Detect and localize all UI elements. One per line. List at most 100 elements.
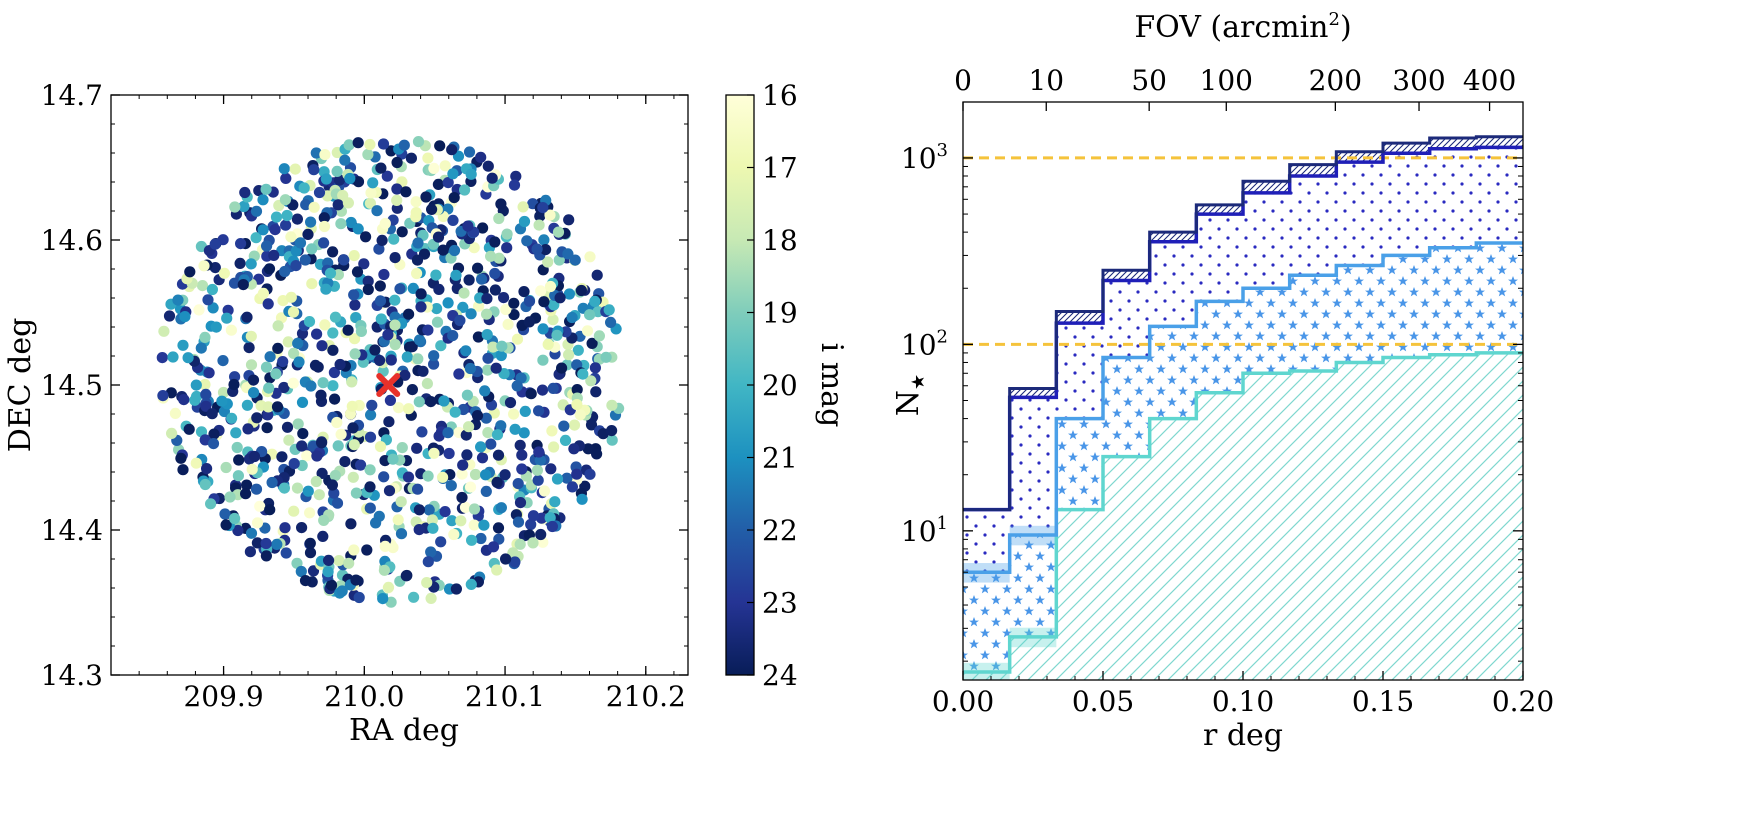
scatter-point bbox=[591, 448, 603, 460]
scatter-point bbox=[518, 286, 530, 298]
scatter-point bbox=[592, 306, 604, 318]
scatter-point bbox=[206, 408, 218, 420]
scatter-point bbox=[571, 468, 583, 480]
scatter-point bbox=[262, 298, 274, 310]
top-fov-axis: 0 10 50 100 200 300 400 bbox=[954, 64, 1516, 111]
scatter-point bbox=[606, 425, 618, 437]
scatter-point bbox=[403, 308, 415, 320]
scatter-point bbox=[428, 350, 440, 362]
scatter-panel: 209.9 210.0 210.1 210.2 14.314.414.514.614.… bbox=[3, 79, 689, 748]
scatter-point bbox=[196, 280, 209, 292]
scatter-point bbox=[177, 464, 189, 476]
scatter-point bbox=[317, 530, 329, 543]
top-fov-tick-label: 100 bbox=[1200, 64, 1253, 97]
scatter-point bbox=[514, 538, 526, 550]
scatter-point bbox=[432, 231, 445, 243]
scatter-point bbox=[360, 231, 372, 243]
scatter-point bbox=[348, 439, 360, 451]
scatter-point bbox=[395, 496, 407, 508]
scatter-point bbox=[446, 144, 458, 156]
scatter-point bbox=[469, 468, 482, 481]
scatter-point bbox=[199, 378, 211, 391]
scatter-point bbox=[300, 199, 312, 211]
scatter-point bbox=[376, 234, 388, 246]
scatter-point bbox=[472, 331, 484, 343]
scatter-point bbox=[412, 237, 424, 249]
scatter-point bbox=[343, 557, 355, 569]
scatter-point bbox=[428, 447, 440, 459]
scatter-point bbox=[548, 441, 560, 453]
scatter-point bbox=[468, 519, 480, 531]
scatter-point bbox=[597, 428, 609, 440]
right-y-label: N★ bbox=[891, 374, 929, 416]
scatter-point bbox=[412, 136, 425, 148]
scatter-point bbox=[426, 203, 438, 215]
scatter-point bbox=[465, 308, 477, 320]
scatter-point bbox=[279, 265, 291, 278]
scatter-point bbox=[406, 341, 418, 353]
scatter-point bbox=[311, 328, 323, 340]
scatter-point bbox=[270, 211, 283, 223]
scatter-point bbox=[377, 138, 390, 150]
scatter-point bbox=[382, 581, 395, 594]
scatter-point bbox=[500, 553, 512, 565]
scatter-point bbox=[476, 452, 489, 464]
right-y-tick-label: 101 bbox=[901, 513, 948, 548]
scatter-point bbox=[568, 419, 581, 431]
scatter-point bbox=[288, 505, 300, 517]
scatter-point bbox=[425, 592, 437, 605]
scatter-point bbox=[278, 381, 290, 394]
scatter-point bbox=[374, 295, 387, 307]
colorbar: 16 17 18 19 20 21 22 23 24 i mag bbox=[725, 79, 849, 692]
scatter-point bbox=[511, 333, 524, 345]
scatter-point bbox=[278, 163, 290, 175]
scatter-point bbox=[279, 194, 291, 206]
scatter-point bbox=[537, 202, 549, 214]
left-y-label: DEC deg bbox=[3, 318, 38, 453]
scatter-point bbox=[453, 368, 465, 380]
scatter-point bbox=[245, 359, 258, 371]
scatter-point bbox=[241, 479, 253, 491]
scatter-point bbox=[480, 412, 492, 424]
scatter-point bbox=[525, 388, 537, 400]
scatter-point bbox=[365, 187, 377, 199]
scatter-point bbox=[422, 152, 434, 164]
scatter-point bbox=[533, 219, 545, 231]
scatter-point bbox=[374, 441, 387, 453]
scatter-point bbox=[295, 565, 307, 578]
scatter-point bbox=[323, 554, 335, 567]
scatter-point bbox=[523, 316, 536, 328]
scatter-point bbox=[504, 397, 517, 409]
scatter-point bbox=[462, 220, 474, 232]
scatter-point bbox=[324, 267, 337, 279]
scatter-point bbox=[448, 244, 461, 257]
scatter-point bbox=[450, 269, 462, 281]
scatter-point bbox=[525, 518, 537, 531]
scatter-point bbox=[352, 137, 364, 149]
scatter-point bbox=[475, 441, 487, 453]
scatter-point bbox=[264, 504, 276, 516]
scatter-point bbox=[379, 217, 391, 230]
scatter-point bbox=[410, 207, 422, 219]
scatter-point bbox=[481, 293, 493, 305]
scatter-point bbox=[299, 254, 311, 266]
scatter-point bbox=[563, 288, 576, 300]
scatter-point bbox=[245, 527, 258, 539]
right-x-tick-label: 0.20 bbox=[1492, 685, 1554, 718]
scatter-point bbox=[509, 556, 521, 568]
right-y-tick-exp: 3 bbox=[937, 140, 948, 161]
scatter-point bbox=[481, 308, 493, 320]
scatter-point bbox=[327, 344, 339, 356]
scatter-point bbox=[551, 473, 564, 485]
scatter-point bbox=[435, 536, 447, 548]
colorbar-tick-label: 19 bbox=[762, 297, 798, 330]
scatter-point bbox=[290, 260, 302, 272]
scatter-point bbox=[472, 262, 484, 274]
scatter-point bbox=[437, 471, 449, 483]
scatter-point bbox=[366, 399, 378, 411]
scatter-point bbox=[325, 579, 338, 591]
scatter-point bbox=[482, 160, 494, 172]
scatter-point bbox=[561, 472, 573, 484]
scatter-point bbox=[501, 242, 513, 254]
